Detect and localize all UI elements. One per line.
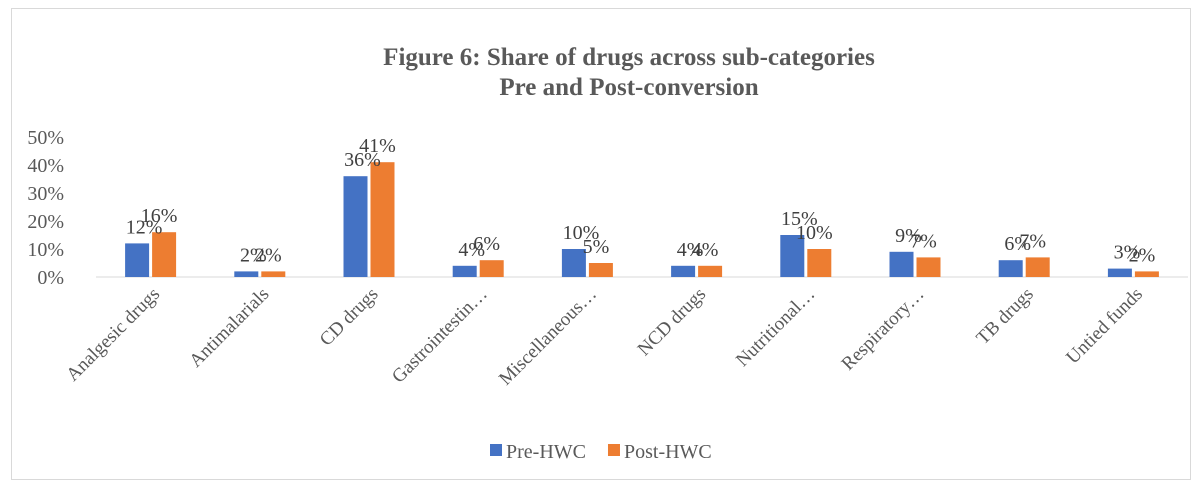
bar-pre-hwc xyxy=(998,260,1023,277)
data-label: 7% xyxy=(1019,230,1046,252)
category-label: Respiratory… xyxy=(838,284,929,375)
bar-pre-hwc xyxy=(125,243,150,277)
legend-label-pre-hwc: Pre-HWC xyxy=(506,441,586,463)
category-label: Analgesic drugs xyxy=(62,284,164,386)
data-label: 36% xyxy=(344,149,381,171)
bar-pre-hwc xyxy=(452,265,477,277)
bar-post-hwc xyxy=(698,265,723,277)
bar-post-hwc xyxy=(1134,271,1159,277)
category-label: CD drugs xyxy=(316,284,383,351)
data-label: 10% xyxy=(563,222,600,244)
bar-post-hwc xyxy=(479,260,504,277)
bar-pre-hwc xyxy=(780,235,805,277)
category-label: Antimalarials xyxy=(185,284,273,372)
bar-post-hwc xyxy=(588,263,613,277)
data-label: 3% xyxy=(1114,242,1141,264)
bars xyxy=(125,162,1159,277)
bar-pre-hwc xyxy=(1107,268,1132,277)
category-label: TB drugs xyxy=(973,284,1038,349)
data-label: 10% xyxy=(796,222,833,244)
legend-swatch-pre-hwc xyxy=(490,444,502,456)
y-tick-label: 0% xyxy=(37,267,64,289)
data-label: 4% xyxy=(692,239,719,261)
bar-post-hwc xyxy=(916,257,941,277)
chart-title: Figure 6: Share of drugs across sub-cate… xyxy=(383,44,875,71)
category-labels: Analgesic drugs Antimalarials CD drugs Gast… xyxy=(62,284,1147,390)
data-label: 4% xyxy=(458,239,485,261)
data-label: 4% xyxy=(677,239,704,261)
category-label: NCD drugs xyxy=(634,284,710,360)
y-tick-label: 40% xyxy=(27,155,64,177)
legend: Pre-HWC Post-HWC xyxy=(490,441,712,463)
bar-chart: Figure 6: Share of drugs across sub-cate… xyxy=(27,44,1188,463)
category-label: Untied funds xyxy=(1062,284,1147,369)
bar-post-hwc xyxy=(370,162,395,277)
legend-label-post-hwc: Post-HWC xyxy=(624,441,712,463)
bar-post-hwc xyxy=(807,249,832,277)
data-label: 5% xyxy=(583,236,610,258)
bar-post-hwc xyxy=(1025,257,1050,277)
data-label: 2% xyxy=(255,244,282,266)
y-tick-label: 50% xyxy=(27,127,64,149)
data-labels: 12%16%2%2%36%41%4%6%10%5% 4%4%15%10% 9%7% 6… xyxy=(126,135,1155,266)
data-label: 2% xyxy=(1129,244,1156,266)
data-label: 7% xyxy=(910,230,937,252)
bar-pre-hwc xyxy=(561,249,586,277)
legend-swatch-post-hwc xyxy=(607,444,620,456)
bar-pre-hwc xyxy=(343,176,368,277)
y-tick-label: 30% xyxy=(27,183,64,205)
category-label: Gastrointestin… xyxy=(388,284,492,388)
chart-subtitle: Pre and Post-conversion xyxy=(499,74,758,101)
chart-frame: Figure 6: Share of drugs across sub-cate… xyxy=(11,8,1191,480)
bar-pre-hwc xyxy=(889,251,914,277)
data-label: 41% xyxy=(359,135,396,157)
data-label: 15% xyxy=(781,208,818,230)
bar-pre-hwc xyxy=(671,265,696,277)
bar-post-hwc xyxy=(152,232,177,277)
data-label: 6% xyxy=(473,233,500,255)
category-label: Nutritional… xyxy=(732,284,819,371)
bar-pre-hwc xyxy=(234,271,259,277)
data-label: 2% xyxy=(240,244,267,266)
category-label: Miscellaneous… xyxy=(495,284,601,390)
y-axis: 0% 10% 20% 30% 40% 50% xyxy=(27,127,64,289)
y-tick-label: 10% xyxy=(27,239,64,261)
y-tick-label: 20% xyxy=(27,211,64,233)
data-label: 12% xyxy=(126,216,163,238)
data-label: 6% xyxy=(1004,233,1031,255)
data-label: 16% xyxy=(141,205,178,227)
bar-post-hwc xyxy=(261,271,286,277)
data-label: 9% xyxy=(895,225,922,247)
